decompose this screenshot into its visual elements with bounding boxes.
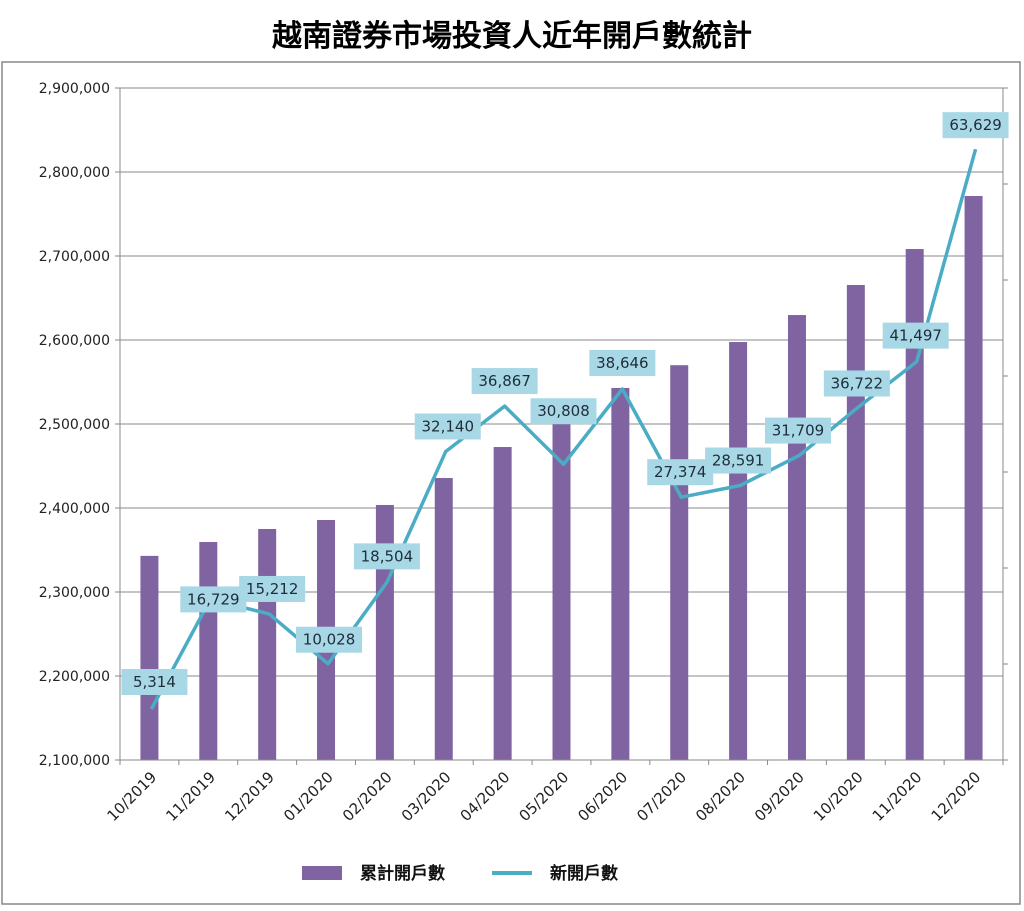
data-label: 15,212 bbox=[239, 575, 306, 602]
data-label-text: 38,646 bbox=[596, 354, 649, 372]
x-tick-label: 03/2020 bbox=[398, 768, 455, 825]
x-tick-label: 01/2020 bbox=[280, 768, 337, 825]
bar bbox=[552, 421, 571, 760]
data-label-text: 27,374 bbox=[654, 463, 707, 481]
data-label: 36,867 bbox=[471, 368, 538, 395]
bar bbox=[670, 365, 689, 760]
data-label: 63,629 bbox=[942, 112, 1009, 139]
data-label: 16,729 bbox=[180, 586, 247, 613]
x-tick-label: 07/2020 bbox=[633, 768, 690, 825]
bar bbox=[199, 542, 218, 760]
line-series bbox=[149, 148, 978, 710]
x-tick-label: 10/2019 bbox=[103, 768, 160, 825]
x-axis-ticks: 10/2019 11/2019 12/2019 01/2020 02/2020 03/20… bbox=[103, 768, 984, 825]
x-tick-label: 12/2019 bbox=[221, 768, 278, 825]
line-path bbox=[149, 148, 978, 710]
bar bbox=[964, 196, 983, 761]
data-label-text: 36,722 bbox=[831, 374, 884, 392]
x-tick-label: 11/2020 bbox=[869, 768, 926, 825]
data-label: 5,314 bbox=[121, 668, 188, 695]
legend: 累計開戶數 新開戶數 bbox=[302, 863, 618, 884]
data-label-text: 63,629 bbox=[949, 116, 1002, 134]
data-label-box bbox=[239, 575, 306, 602]
y-tick-label: 2,300,000 bbox=[39, 585, 110, 601]
bar bbox=[846, 284, 865, 760]
y-tick-label: 2,500,000 bbox=[39, 417, 110, 433]
x-tick-label: 08/2020 bbox=[692, 768, 749, 825]
chart-border bbox=[1, 61, 1021, 905]
data-labels: 5,314 16,729 15,212 10,028 18,504 32,140 36,86… bbox=[121, 112, 1009, 695]
bar-series bbox=[140, 196, 983, 761]
data-label-box bbox=[942, 112, 1009, 139]
y-tick-label: 2,900,000 bbox=[39, 81, 110, 97]
bar bbox=[611, 387, 630, 760]
data-label-text: 16,729 bbox=[187, 590, 240, 608]
data-label-text: 30,808 bbox=[537, 402, 590, 420]
bar bbox=[140, 555, 159, 760]
x-tick-label: 12/2020 bbox=[928, 768, 985, 825]
data-label-box bbox=[414, 413, 481, 440]
data-label: 18,504 bbox=[353, 543, 420, 570]
data-label-box bbox=[764, 417, 831, 444]
data-label-text: 10,028 bbox=[303, 631, 356, 649]
data-label-text: 28,591 bbox=[712, 452, 765, 470]
y-tick-label: 2,600,000 bbox=[39, 333, 110, 349]
data-label-text: 32,140 bbox=[422, 417, 475, 435]
bar bbox=[375, 504, 394, 760]
y-tick-label: 2,800,000 bbox=[39, 165, 110, 181]
data-label: 27,374 bbox=[647, 459, 714, 486]
data-label-box bbox=[589, 349, 656, 376]
data-label-box bbox=[530, 398, 597, 425]
data-label-box bbox=[471, 368, 538, 395]
data-label-text: 18,504 bbox=[361, 547, 414, 565]
data-label-box bbox=[121, 668, 188, 695]
x-tick-label: 05/2020 bbox=[516, 768, 573, 825]
data-label-text: 36,867 bbox=[478, 372, 531, 390]
data-label: 38,646 bbox=[589, 349, 656, 376]
x-tick-label: 06/2020 bbox=[574, 768, 631, 825]
bar bbox=[787, 315, 806, 760]
legend-label-bar: 累計開戶數 bbox=[360, 863, 445, 884]
data-label-box bbox=[882, 322, 949, 349]
data-label: 31,709 bbox=[764, 417, 831, 444]
x-tick-label: 10/2020 bbox=[810, 768, 867, 825]
axes bbox=[115, 87, 1008, 765]
y-tick-label: 2,400,000 bbox=[39, 501, 110, 517]
data-label: 32,140 bbox=[414, 413, 481, 440]
data-label-text: 31,709 bbox=[772, 422, 825, 440]
legend-label-line: 新開戶數 bbox=[550, 863, 618, 884]
bar bbox=[434, 478, 453, 760]
legend-swatch-bar bbox=[302, 866, 342, 880]
chart-title: 越南證券市場投資人近年開戶數統計 bbox=[272, 19, 752, 54]
data-label-box bbox=[647, 459, 714, 486]
data-label: 30,808 bbox=[530, 398, 597, 425]
x-tick-label: 11/2019 bbox=[162, 768, 219, 825]
y-tick-label: 2,200,000 bbox=[39, 669, 110, 685]
x-tick-label: 02/2020 bbox=[339, 768, 396, 825]
y-tick-label: 2,100,000 bbox=[39, 753, 110, 769]
data-label: 10,028 bbox=[296, 626, 363, 653]
data-label: 36,722 bbox=[823, 370, 890, 397]
y-tick-label: 2,700,000 bbox=[39, 249, 110, 265]
bar bbox=[258, 529, 277, 760]
data-label-text: 15,212 bbox=[246, 580, 299, 598]
bar bbox=[493, 447, 512, 760]
data-label-text: 5,314 bbox=[133, 673, 176, 691]
data-label-box bbox=[180, 586, 247, 613]
bar bbox=[905, 249, 924, 760]
data-label-box bbox=[353, 543, 420, 570]
x-tick-label: 04/2020 bbox=[457, 768, 514, 825]
data-label-box bbox=[705, 447, 772, 474]
y-axis-ticks: 2,100,000 2,200,000 2,300,000 2,400,000 2,50… bbox=[39, 81, 110, 769]
x-tick-label: 09/2020 bbox=[751, 768, 808, 825]
data-label-box bbox=[823, 370, 890, 397]
bar bbox=[729, 342, 748, 760]
data-label: 41,497 bbox=[882, 322, 949, 349]
data-label-text: 41,497 bbox=[889, 327, 942, 345]
data-label-box bbox=[296, 626, 363, 653]
data-label: 28,591 bbox=[705, 447, 772, 474]
